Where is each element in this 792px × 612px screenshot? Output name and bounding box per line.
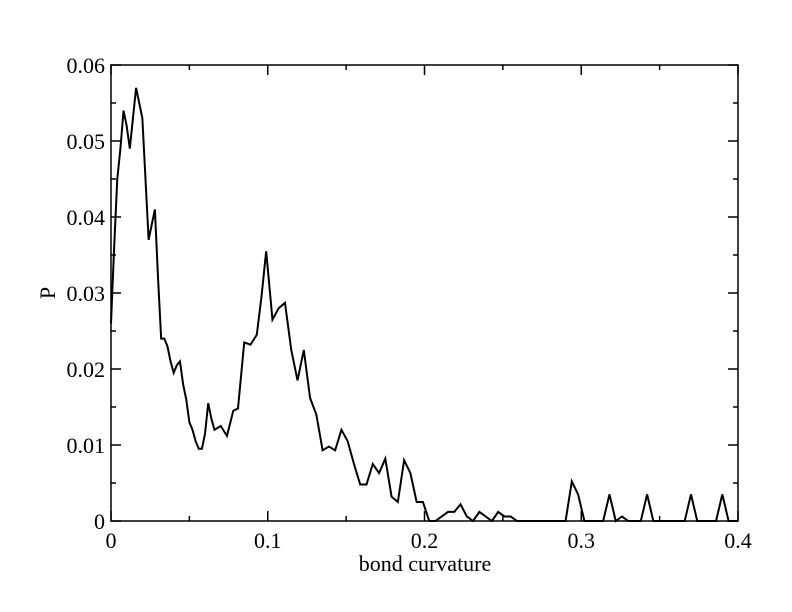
x-tick-label: 0.2	[411, 528, 439, 553]
y-tick-label: 0	[94, 509, 105, 534]
x-tick-label: 0.1	[254, 528, 282, 553]
y-tick-label: 0.04	[67, 205, 106, 230]
series-layer	[110, 87, 738, 523]
x-tick-label: 0	[106, 528, 117, 553]
series-line	[110, 87, 738, 523]
tick-labels: 0 0.1 0.2 0.3 0.4 0 0.01 0.02 0.03 0.04 0.05 0.06	[67, 53, 752, 553]
x-tick-label: 0.3	[568, 528, 596, 553]
x-axis-title: bond curvature	[359, 551, 492, 576]
y-tick-label: 0.06	[67, 53, 106, 78]
y-axis-title: P	[35, 287, 60, 299]
axis-ticks	[110, 64, 739, 522]
y-tick-label: 0.01	[67, 433, 106, 458]
plot-frame	[110, 64, 739, 522]
x-tick-label: 0.4	[724, 528, 752, 553]
y-tick-label: 0.05	[67, 129, 106, 154]
y-tick-label: 0.02	[67, 357, 106, 382]
y-tick-label: 0.03	[67, 281, 106, 306]
